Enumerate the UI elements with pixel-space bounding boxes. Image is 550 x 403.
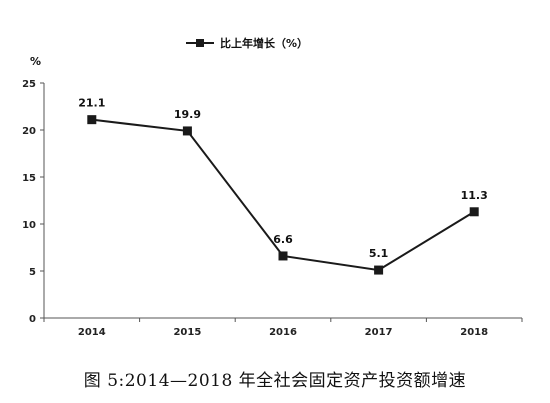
data-point bbox=[374, 265, 384, 275]
data-point bbox=[182, 126, 192, 136]
y-tick-label: 25 bbox=[22, 79, 36, 90]
y-axis-unit: % bbox=[30, 55, 41, 68]
x-tick-label: 2016 bbox=[269, 327, 297, 338]
series-path bbox=[91, 118, 475, 272]
x-tick-label: 2018 bbox=[460, 327, 488, 338]
y-tick-labels: 0 5 10 15 20 25 bbox=[22, 79, 36, 325]
y-tick-label: 0 bbox=[29, 314, 36, 325]
data-point bbox=[469, 207, 479, 217]
series-line bbox=[87, 115, 479, 275]
legend-square-marker bbox=[196, 39, 204, 47]
x-tick-label: 2017 bbox=[365, 327, 393, 338]
x-tick-labels: 2014 2015 2016 2017 2018 bbox=[78, 327, 488, 338]
axes bbox=[40, 82, 523, 322]
data-point bbox=[278, 251, 288, 261]
data-label: 5.1 bbox=[369, 247, 389, 260]
data-labels: 21.1 19.9 6.6 5.1 11.3 bbox=[78, 97, 488, 260]
y-tick-label: 15 bbox=[22, 173, 36, 184]
figure-caption: 图 5:2014—2018 年全社会固定资产投资额增速 bbox=[83, 371, 467, 391]
y-tick-label: 5 bbox=[29, 267, 36, 278]
legend-label: 比上年增长（%） bbox=[220, 36, 308, 50]
x-tick-label: 2015 bbox=[173, 327, 201, 338]
data-point bbox=[87, 115, 97, 125]
data-label: 6.6 bbox=[273, 233, 293, 246]
x-tick-label: 2014 bbox=[78, 327, 106, 338]
data-label: 21.1 bbox=[78, 97, 105, 110]
y-tick-label: 10 bbox=[22, 220, 36, 231]
legend: 比上年增长（%） bbox=[186, 36, 308, 50]
y-tick-label: 20 bbox=[22, 126, 36, 137]
data-label: 11.3 bbox=[461, 189, 488, 202]
data-label: 19.9 bbox=[174, 108, 201, 121]
